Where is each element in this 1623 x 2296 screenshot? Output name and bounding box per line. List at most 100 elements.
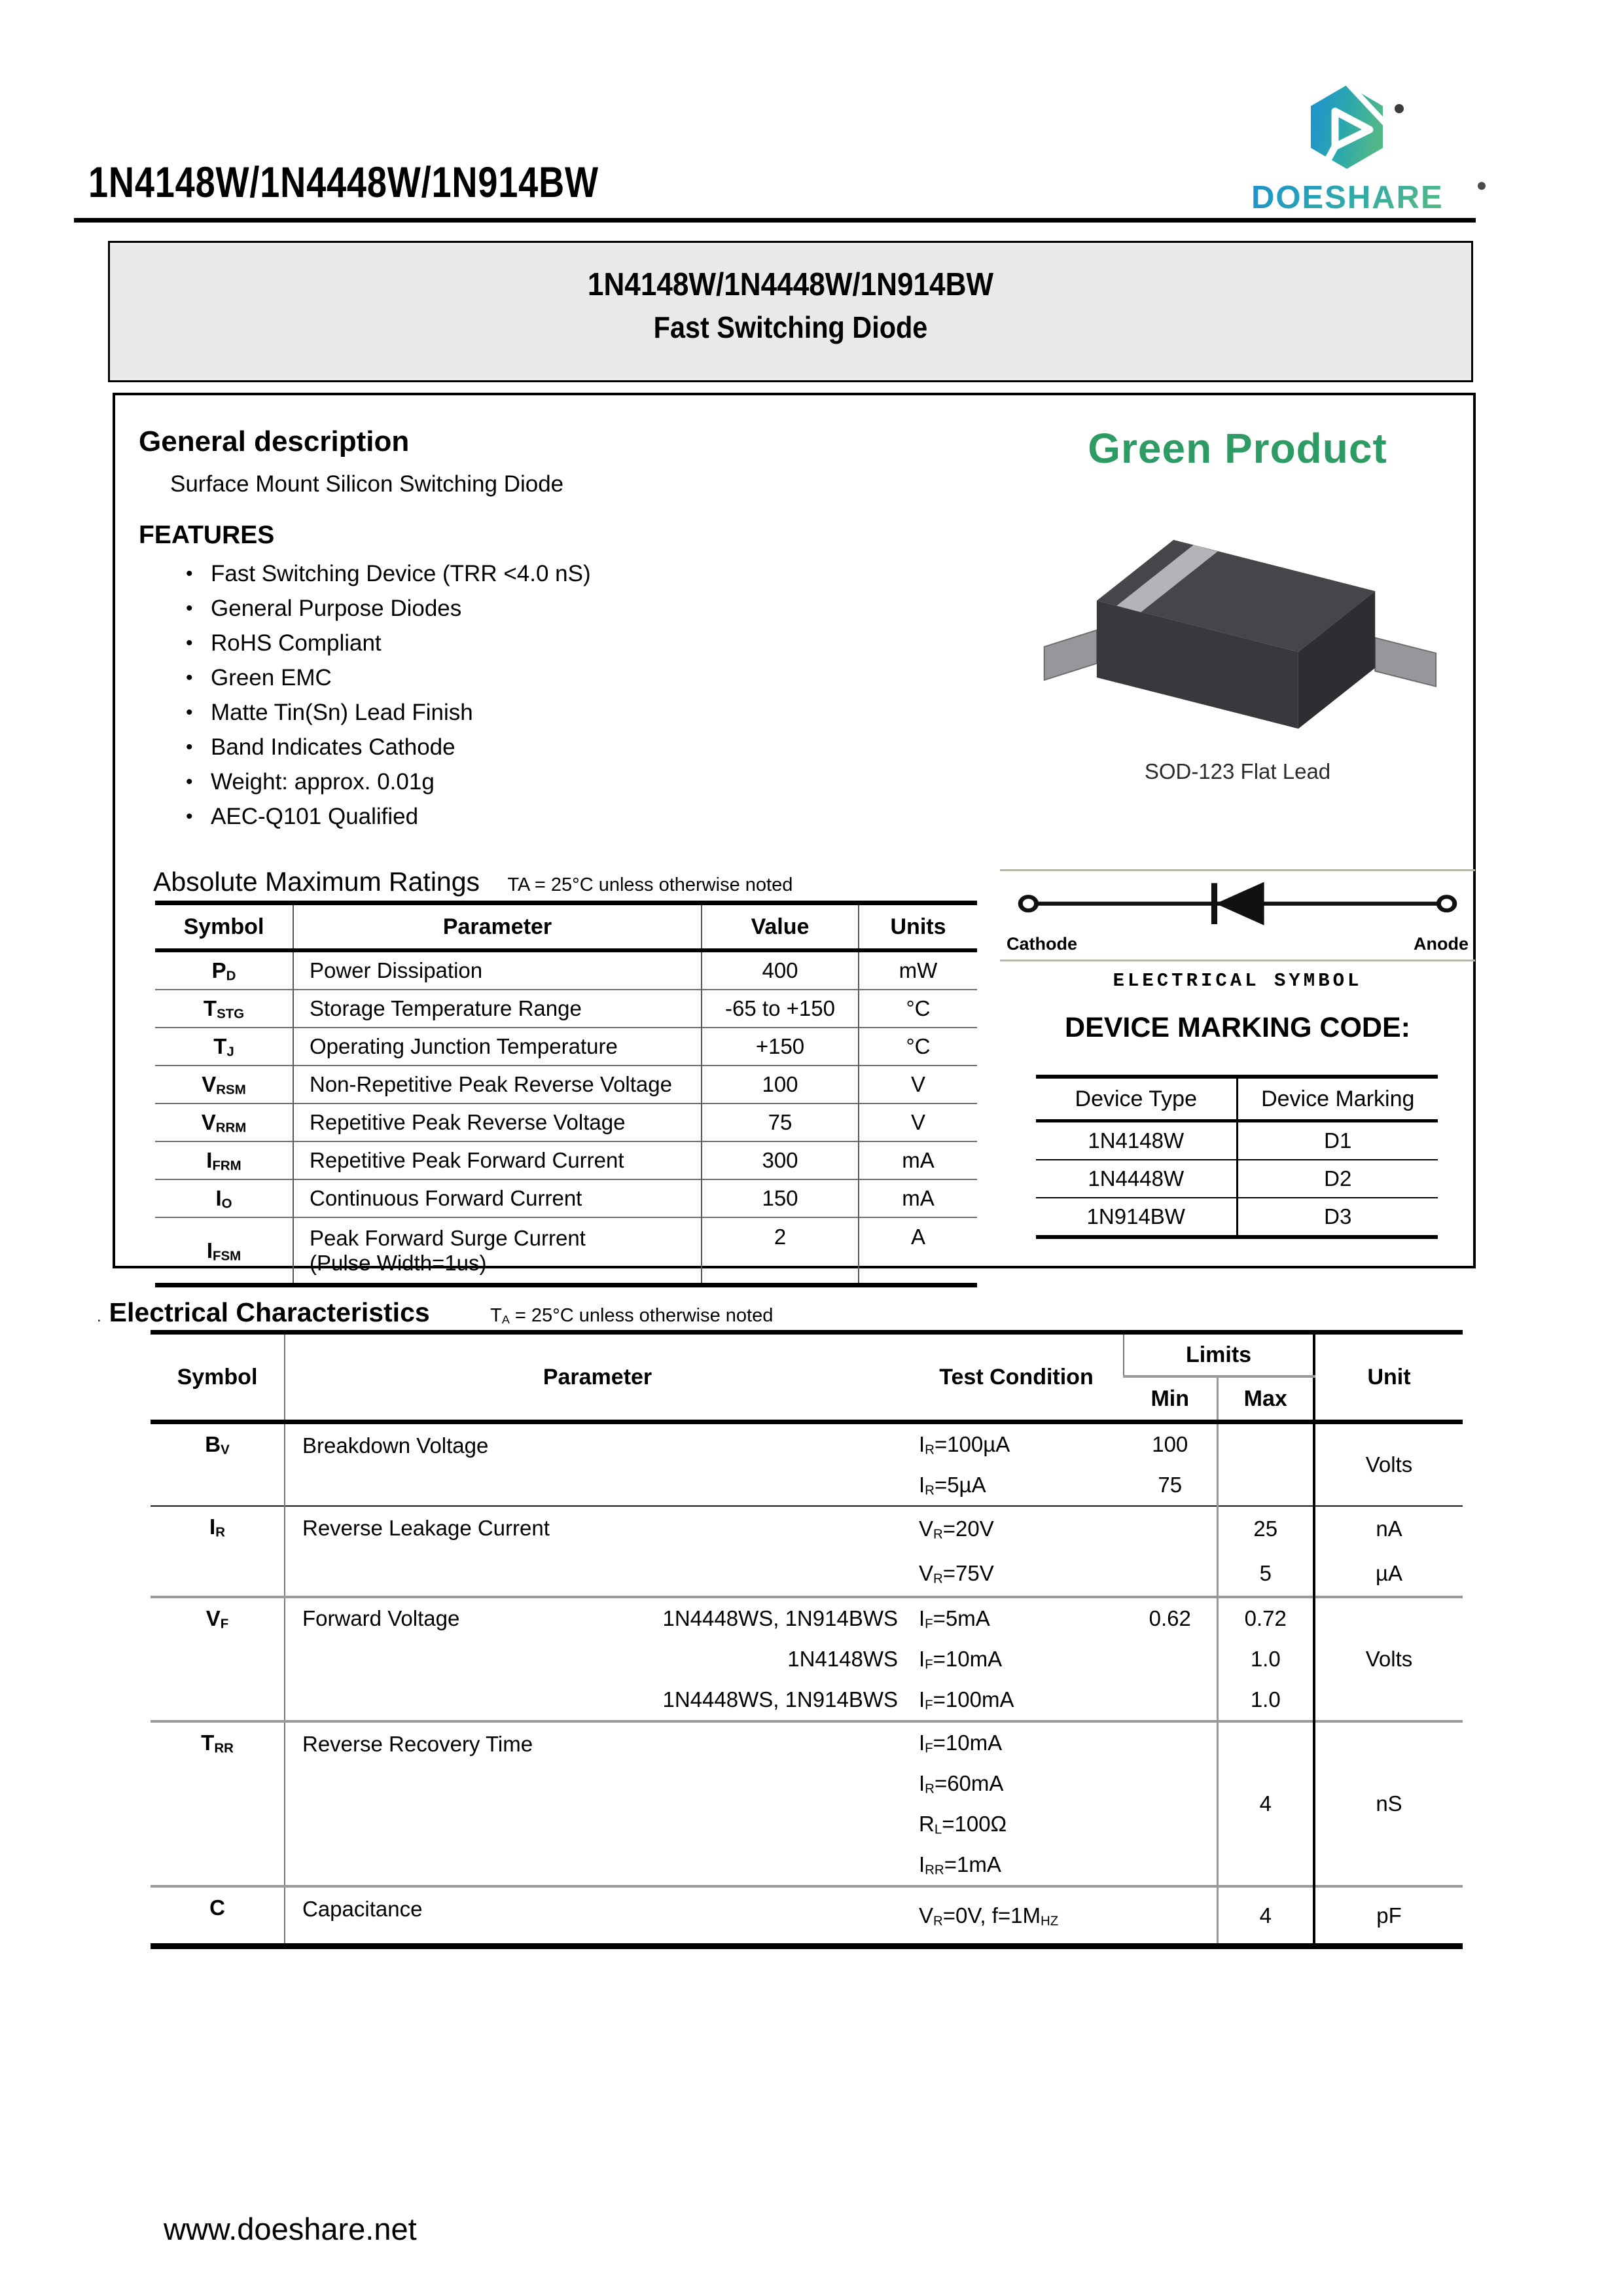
col-header-symbol: Symbol: [151, 1332, 285, 1424]
cell-device-type: 1N4148W: [1088, 1128, 1185, 1153]
parameter-label: Forward Voltage: [302, 1606, 460, 1630]
cell-parameter-line2: (Pulse Width=1us): [310, 1250, 487, 1275]
features-heading: FEATURES: [139, 521, 275, 549]
cell-value: +150: [701, 1027, 859, 1066]
cell-unit: nA: [1314, 1505, 1463, 1551]
cell-parameter-line1: Peak Forward Surge Current: [310, 1225, 586, 1250]
cell-parameter: 1N4448WS, 1N914BWS: [285, 1679, 910, 1721]
cell-max: 1.0: [1216, 1679, 1315, 1721]
table-row: IR=60mA: [151, 1763, 1463, 1804]
table-row: RL=100Ω: [151, 1804, 1463, 1844]
cell-value: 300: [701, 1141, 859, 1179]
cell-units: mA: [858, 1141, 977, 1179]
title-divider: [74, 218, 1476, 223]
cell-parameter: Reverse Recovery Time: [285, 1720, 910, 1886]
green-product-badge: Green Product: [1088, 425, 1387, 472]
table-row: TSTG Storage Temperature Range -65 to +1…: [155, 989, 977, 1028]
table-header-row: Device Type Device Marking: [1036, 1077, 1438, 1122]
diode-package-image: [1043, 539, 1437, 729]
cell-parameter: 1N4148WS: [285, 1639, 910, 1679]
general-description-heading: General description: [139, 425, 410, 457]
cell-units: mA: [858, 1179, 977, 1217]
electrical-symbol-caption: ELECTRICAL SYMBOL: [1113, 970, 1363, 992]
feature-item: Weight: approx. 0.01g: [181, 764, 591, 799]
footer-url: www.doeshare.net: [164, 2212, 417, 2246]
cell-parameter: Operating Junction Temperature: [293, 1027, 702, 1066]
cell-parameter: Breakdown Voltage: [302, 1433, 489, 1458]
cell-test-condition: IR=100µA: [919, 1432, 1010, 1458]
table-row: IRR=1mA: [151, 1844, 1463, 1886]
cell-test-condition: VR=75V: [919, 1561, 994, 1587]
cell-min: 100: [1152, 1432, 1188, 1456]
table-row: 1N4448WS, 1N914BWS IF=100mA 1.0: [151, 1679, 1463, 1721]
cell-symbol: VRRM: [155, 1103, 293, 1141]
abs-max-table: Symbol Parameter Value Units PD Power Di…: [155, 901, 977, 1287]
cell-test-condition: RL=100Ω: [919, 1812, 1007, 1837]
cell-symbol: C: [151, 1885, 285, 1946]
cell-symbol: IFSM: [155, 1217, 293, 1285]
cell-max: [1216, 1465, 1315, 1506]
cell-symbol: BV: [151, 1422, 285, 1506]
feature-item: Fast Switching Device (TRR <4.0 nS): [181, 556, 591, 591]
cell-symbol: PD: [211, 958, 236, 984]
cell-min: [1124, 1551, 1217, 1597]
cell-device-type: 1N4448W: [1036, 1159, 1237, 1198]
cell-max: 1.0: [1216, 1639, 1315, 1679]
cell-units: mW: [858, 950, 977, 990]
ec-heading-prefix: .: [97, 1308, 101, 1325]
table-row: C Capacitance VR=0V, f=1MHZ 4 pF: [151, 1885, 1463, 1946]
abs-max-heading-row: Absolute Maximum Ratings TA = 25°C unles…: [153, 867, 793, 897]
table-header-row: Min Max: [151, 1376, 1463, 1424]
cell-min: [1124, 1679, 1217, 1721]
cell-symbol: VRSM: [155, 1065, 293, 1103]
cell-symbol: VF: [151, 1596, 285, 1721]
cell-max: 0.72: [1216, 1596, 1315, 1639]
cell-test-condition: IF=100mA: [919, 1687, 1014, 1713]
ec-heading: Electrical Characteristics: [109, 1297, 430, 1327]
col-header-test-condition: Test Condition: [910, 1332, 1124, 1424]
cell-parameter: Continuous Forward Current: [293, 1179, 702, 1217]
col-header-min: Min: [1124, 1376, 1219, 1424]
cell-device-type: 1N914BW: [1036, 1197, 1237, 1237]
cell-min: 0.62: [1124, 1596, 1217, 1639]
col-header-device-type: Device Type: [1036, 1077, 1237, 1122]
table-row: IO Continuous Forward Current 150 mA: [155, 1179, 977, 1217]
package-label: SOD-123 Flat Lead: [1144, 759, 1331, 783]
feature-item: Matte Tin(Sn) Lead Finish: [181, 695, 591, 730]
cell-parameter: Forward Voltage 1N4448WS, 1N914BWS: [285, 1596, 910, 1639]
cell-parameter: Non-Repetitive Peak Reverse Voltage: [293, 1065, 702, 1103]
table-row: 1N4448W D2: [1036, 1159, 1438, 1198]
table-row: 1N4148W D1: [1036, 1121, 1438, 1160]
col-header-device-marking: Device Marking: [1236, 1077, 1438, 1122]
table-row: IR=5µA 75: [151, 1465, 1463, 1506]
col-header-limits: Limits: [1123, 1332, 1315, 1378]
cell-test-condition: IF=5mA: [910, 1596, 1124, 1639]
cell-units: °C: [858, 989, 977, 1028]
table-row: VRRM Repetitive Peak Reverse Voltage 75 …: [155, 1103, 977, 1141]
cell-test-condition: IR=5µA: [919, 1473, 986, 1498]
right-column: Green Product SOD-123 Flat Lead Cathode …: [1000, 395, 1475, 1266]
cell-parameter: Repetitive Peak Forward Current: [293, 1141, 702, 1179]
device-marking-heading: DEVICE MARKING CODE:: [1065, 1012, 1410, 1043]
table-row: VF Forward Voltage 1N4448WS, 1N914BWS IF…: [151, 1596, 1463, 1721]
banner-subtitle: Fast Switching Diode: [653, 310, 928, 344]
device-variant-label: 1N4448WS, 1N914BWS: [662, 1606, 898, 1630]
table-row: TJ Operating Junction Temperature +150 °…: [155, 1027, 977, 1066]
col-header-units: Units: [858, 903, 977, 952]
device-variant-label: 1N4448WS, 1N914BWS: [662, 1687, 898, 1712]
table-row: IR Reverse Leakage Current VR=20V 25 nA: [151, 1505, 1463, 1597]
feature-item: RoHS Compliant: [181, 626, 591, 660]
device-variant-label: 1N4148WS: [787, 1647, 898, 1671]
cell-test-condition: IF=10mA: [919, 1647, 1003, 1672]
col-header-max: Max: [1217, 1376, 1315, 1424]
table-row: VR=75V 5 µA: [151, 1551, 1463, 1597]
cell-parameter: Storage Temperature Range: [293, 989, 702, 1028]
cell-symbol: TSTG: [155, 989, 293, 1028]
features-list: Fast Switching Device (TRR <4.0 nS) Gene…: [181, 556, 591, 834]
cell-units: A: [858, 1217, 977, 1285]
cell-value: 150: [701, 1179, 859, 1217]
feature-item: Green EMC: [181, 660, 591, 695]
device-marking-table: Device Type Device Marking 1N4148W D1 1N…: [1036, 1075, 1438, 1239]
table-row: IFRM Repetitive Peak Forward Current 300…: [155, 1141, 977, 1179]
cell-test-condition: IF=10mA: [910, 1720, 1124, 1763]
